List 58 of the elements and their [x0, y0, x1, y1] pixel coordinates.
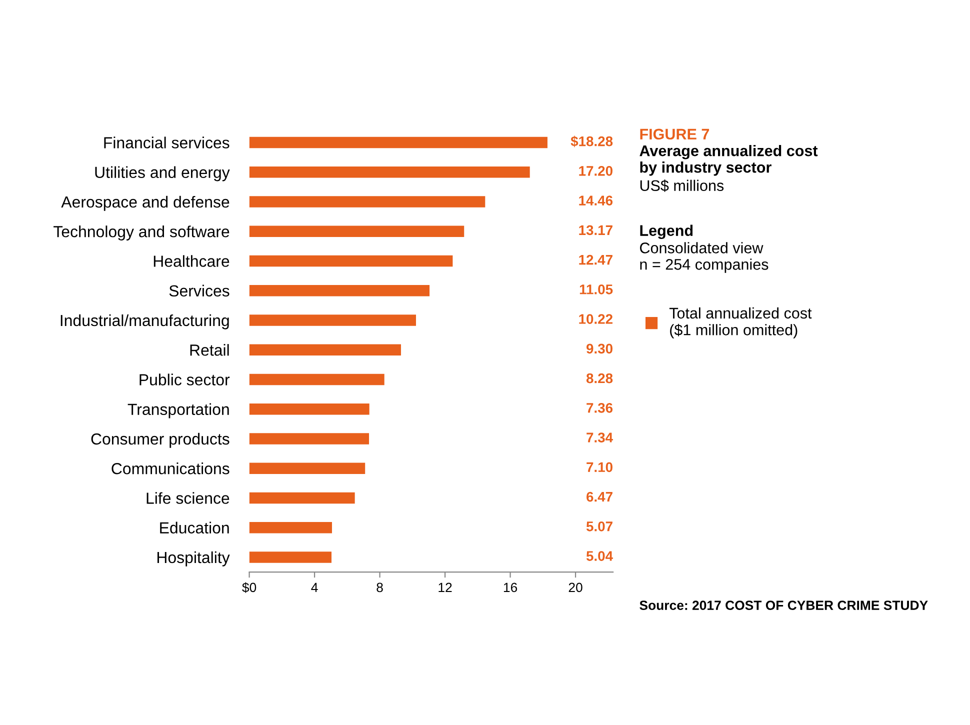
- x-tick-label: 4: [311, 582, 318, 592]
- y-tick-label: Hospitality: [157, 551, 230, 566]
- y-tick-label: Healthcare: [154, 255, 230, 267]
- data-label: 5.07: [586, 521, 612, 532]
- y-tick-label: Services: [169, 284, 230, 297]
- y-tick-label: Retail: [190, 344, 229, 356]
- y-tick-label: Industrial/manufacturing: [60, 314, 229, 330]
- data-label: $18.28: [570, 136, 613, 148]
- y-tick-label: Utilities and energy: [95, 166, 230, 182]
- bar: [249, 492, 355, 504]
- data-label: 9.30: [586, 344, 612, 354]
- data-label: 6.47: [586, 492, 612, 502]
- bar: [249, 255, 453, 267]
- bar: [249, 462, 366, 474]
- bar: [249, 522, 332, 534]
- x-tick-label: 16: [504, 582, 518, 592]
- data-label: 17.20: [579, 166, 612, 176]
- data-label: 8.28: [586, 373, 613, 384]
- bar: [249, 136, 548, 148]
- y-tick-label: Life science: [146, 492, 230, 504]
- x-tick-label: $0: [242, 582, 256, 593]
- bar: [249, 166, 530, 178]
- y-tick-label: Education: [160, 522, 229, 534]
- data-label: 11.05: [580, 284, 613, 294]
- text: FIGURE 7: [640, 128, 710, 140]
- text: US$ millions: [640, 180, 724, 192]
- x-tick-label: 12: [438, 582, 452, 592]
- data-label: 10.22: [579, 314, 612, 324]
- data-label: 5.04: [586, 551, 613, 561]
- data-label: 12.47: [579, 254, 612, 265]
- bar: [249, 403, 370, 415]
- legend-label: Total annualized cost ($1 million omitted): [669, 307, 812, 338]
- y-tick-label: Aerospace and defense: [61, 196, 230, 211]
- text: Consolidated view n = 254 companies: [640, 242, 768, 273]
- text: Average annualized cost by industry sector: [640, 145, 818, 176]
- y-tick-label: Public sector: [140, 374, 230, 386]
- y-tick-label: Technology and software: [54, 226, 230, 240]
- data-label: 13.17: [579, 225, 612, 236]
- y-tick-label: Communications: [112, 462, 230, 474]
- source-note: Source: 2017 COST OF CYBER CRIME STUDY: [640, 600, 928, 610]
- bar: [249, 374, 384, 386]
- data-label: 7.10: [586, 462, 612, 472]
- bar: [249, 314, 416, 326]
- bar: [249, 552, 332, 563]
- x-tick-label: 20: [568, 582, 582, 592]
- data-label: 7.36: [586, 402, 613, 413]
- x-tick-label: 8: [376, 582, 383, 592]
- y-tick-label: Consumer products: [91, 432, 230, 448]
- bar: [249, 344, 401, 356]
- text: Legend: [640, 224, 693, 240]
- data-label: 7.34: [586, 432, 613, 442]
- y-tick-label: Financial services: [104, 136, 230, 148]
- bar: [249, 284, 430, 296]
- data-label: 14.46: [579, 196, 613, 206]
- bar: [249, 433, 370, 444]
- bar: [249, 226, 464, 237]
- bar: [249, 196, 486, 208]
- y-tick-label: Transportation: [128, 403, 229, 418]
